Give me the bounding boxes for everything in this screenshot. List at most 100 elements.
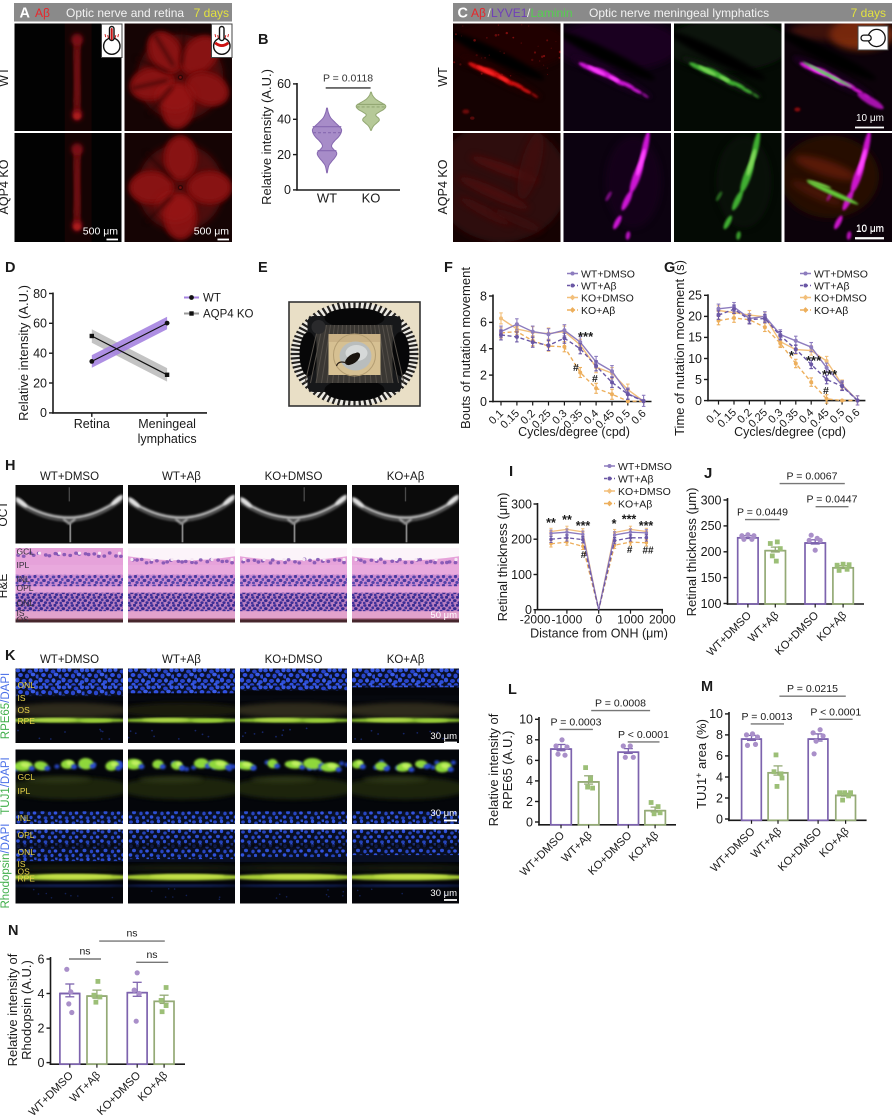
svg-text:Retinal thickness (μm): Retinal thickness (μm) [684,488,699,617]
svg-text:#: # [581,550,587,561]
svg-text:0: 0 [40,406,47,420]
svg-text:Cycles/degree (cpd): Cycles/degree (cpd) [518,425,630,439]
svg-text:WT+Aβ: WT+Aβ [581,280,617,292]
svg-text:AQP4 KO: AQP4 KO [0,159,11,214]
svg-text:***: *** [576,519,591,533]
svg-text:***: *** [578,329,594,344]
svg-text:INL: INL [18,813,32,823]
svg-text:**: ** [562,513,572,527]
svg-text:Meningeal: Meningeal [138,417,196,431]
svg-text:P = 0.0118: P = 0.0118 [323,73,373,85]
svg-text:7 days: 7 days [194,6,229,20]
svg-text:Aβ: Aβ [35,6,50,20]
svg-text:Cycles/degree (cpd): Cycles/degree (cpd) [734,425,846,439]
svg-text:D: D [5,260,15,276]
svg-text:250: 250 [701,519,722,533]
svg-text:Bouts of nutation movement: Bouts of nutation movement [458,267,473,429]
svg-text:500 μm: 500 μm [83,226,118,238]
svg-text:ns: ns [126,928,137,940]
svg-text:0: 0 [480,395,487,409]
svg-text:WT+DMSO: WT+DMSO [581,268,635,280]
svg-text:*: * [612,517,617,531]
svg-text:KO+DMSO: KO+DMSO [814,292,867,304]
svg-text:OS: OS [17,615,30,625]
svg-text:E: E [258,260,268,276]
svg-text:##: ## [642,546,654,557]
svg-text:P = 0.0215: P = 0.0215 [787,683,838,695]
svg-text:Relative intensity of: Relative intensity of [486,713,501,826]
svg-text:Rhodopsin (A.U.): Rhodopsin (A.U.) [19,960,34,1060]
svg-text:Optic nerve meningeal lymphati: Optic nerve meningeal lymphatics [589,6,769,20]
svg-text:10: 10 [688,352,702,366]
svg-text:TUJ1+ area (%): TUJ1+ area (%) [694,719,709,809]
svg-text:KO+Aβ: KO+Aβ [387,471,425,483]
svg-text:#: # [823,385,829,397]
svg-text:2: 2 [716,791,723,805]
svg-text:OCT: OCT [0,501,10,527]
svg-text:ONL: ONL [17,598,35,608]
svg-text:RPE65/DAPI: RPE65/DAPI [0,673,12,739]
svg-text:I: I [509,463,513,480]
svg-text:4: 4 [526,774,533,788]
svg-text:10 μm: 10 μm [856,224,884,235]
svg-text:10 μm: 10 μm [856,113,884,124]
svg-text:6: 6 [38,952,45,966]
svg-text:150: 150 [701,571,722,585]
svg-text:P = 0.0447: P = 0.0447 [807,494,858,506]
svg-text:OPL: OPL [17,583,34,593]
svg-text:C: C [458,6,469,22]
svg-text:4: 4 [480,342,487,356]
svg-text:Optic nerve and retina: Optic nerve and retina [66,6,184,20]
svg-text:G: G [664,260,675,276]
svg-text:30 μm: 30 μm [430,731,457,742]
svg-text:0: 0 [695,394,702,408]
svg-text:0: 0 [525,603,532,617]
svg-text:2: 2 [38,1021,45,1035]
svg-text:M: M [701,679,713,695]
svg-text:IS: IS [17,608,25,618]
svg-text:50 μm: 50 μm [430,610,457,621]
svg-text:KO+DMSO: KO+DMSO [618,486,671,498]
svg-text:WT+Aβ: WT+Aβ [814,280,850,292]
svg-text:WT+DMSO: WT+DMSO [618,461,672,473]
svg-text:30 μm: 30 μm [430,808,457,819]
svg-text:**: ** [546,516,556,530]
svg-text:KO+Aβ: KO+Aβ [814,305,848,317]
svg-text:IPL: IPL [17,560,30,570]
svg-text:GCL: GCL [18,772,36,782]
svg-text:KO+DMSO: KO+DMSO [265,471,323,483]
svg-text:WT: WT [203,293,221,305]
svg-text:1000: 1000 [617,613,644,627]
svg-text:Time of nutation movement (s): Time of nutation movement (s) [672,260,687,436]
svg-text:L: L [508,682,517,698]
svg-text:AQP4 KO: AQP4 KO [436,159,450,214]
svg-text:20: 20 [688,310,702,324]
svg-text:WT+DMSO: WT+DMSO [40,654,99,666]
svg-text:RPE65 (A.U.): RPE65 (A.U.) [500,731,515,810]
svg-text:K: K [5,648,16,664]
svg-text:WT: WT [436,67,450,87]
svg-text:300: 300 [511,497,532,511]
svg-text:8: 8 [480,289,487,303]
svg-text:40: 40 [33,347,47,361]
svg-text:P < 0.0001: P < 0.0001 [810,706,861,718]
svg-text:GCL: GCL [17,547,35,557]
svg-text:IS: IS [18,859,26,869]
svg-text:J: J [704,465,712,482]
svg-text:WT+Aβ: WT+Aβ [162,471,201,483]
svg-text:RPE: RPE [18,874,36,884]
svg-text:ns: ns [79,946,90,958]
svg-text:20: 20 [277,148,291,162]
svg-text:P < 0.0001: P < 0.0001 [618,729,669,741]
svg-text:lymphatics: lymphatics [138,432,197,446]
svg-text:Relative intensity of: Relative intensity of [5,953,20,1066]
svg-text:Laminin: Laminin [531,6,573,20]
svg-text:ONL: ONL [18,847,36,857]
svg-text:WT+Aβ: WT+Aβ [162,654,201,666]
svg-text:*: * [789,348,795,363]
svg-text:RPE: RPE [18,716,36,726]
svg-text:Distance from ONH (μm): Distance from ONH (μm) [530,627,668,641]
svg-text:6: 6 [480,316,487,330]
svg-text:30 μm: 30 μm [430,888,457,899]
svg-text:0: 0 [38,1056,45,1070]
